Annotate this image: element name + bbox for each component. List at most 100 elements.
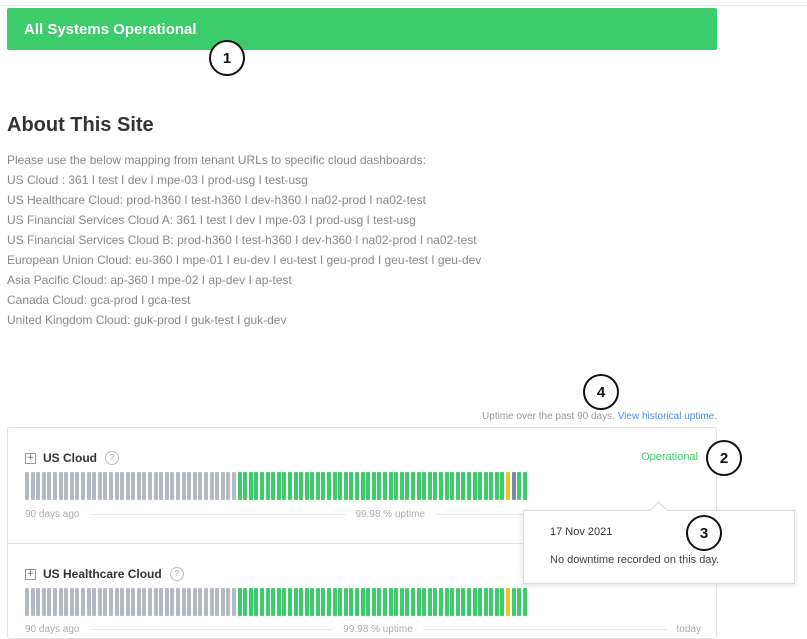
uptime-day-bar[interactable] — [237, 588, 242, 616]
uptime-day-bar[interactable] — [438, 588, 443, 616]
uptime-day-bar[interactable] — [494, 472, 499, 500]
uptime-day-bar[interactable] — [293, 472, 298, 500]
uptime-day-bar[interactable] — [343, 472, 348, 500]
uptime-day-bar[interactable] — [522, 588, 527, 616]
uptime-day-bar[interactable] — [265, 588, 270, 616]
uptime-day-bar[interactable] — [310, 588, 315, 616]
uptime-day-bar[interactable] — [204, 588, 208, 616]
uptime-day-bar[interactable] — [142, 472, 147, 500]
uptime-day-bar[interactable] — [220, 588, 225, 616]
uptime-day-bar[interactable] — [248, 472, 253, 500]
uptime-day-bar[interactable] — [506, 472, 511, 500]
uptime-day-bar[interactable] — [466, 588, 471, 616]
uptime-day-bar[interactable] — [120, 472, 125, 500]
uptime-day-bar[interactable] — [338, 472, 343, 500]
uptime-day-bar[interactable] — [265, 472, 270, 500]
uptime-day-bar[interactable] — [327, 588, 332, 616]
uptime-day-bar[interactable] — [215, 472, 220, 500]
uptime-day-bar[interactable] — [422, 588, 427, 616]
uptime-day-bar[interactable] — [187, 472, 192, 500]
uptime-day-bar[interactable] — [355, 472, 360, 500]
uptime-day-bar[interactable] — [444, 472, 449, 500]
uptime-day-bar[interactable] — [103, 472, 108, 500]
uptime-day-bar[interactable] — [125, 588, 130, 616]
uptime-day-bar[interactable] — [483, 472, 488, 500]
uptime-day-bar[interactable] — [164, 472, 169, 500]
uptime-day-bar[interactable] — [131, 588, 136, 616]
uptime-day-bar[interactable] — [450, 588, 455, 616]
uptime-day-bar[interactable] — [494, 588, 499, 616]
uptime-day-bar[interactable] — [276, 588, 281, 616]
uptime-day-bar[interactable] — [282, 472, 287, 500]
uptime-day-bar[interactable] — [377, 472, 382, 500]
uptime-day-bar[interactable] — [164, 588, 169, 616]
uptime-day-bar[interactable] — [243, 472, 248, 500]
uptime-day-bar[interactable] — [259, 472, 264, 500]
uptime-day-bar[interactable] — [170, 588, 175, 616]
uptime-day-bar[interactable] — [259, 588, 264, 616]
uptime-day-bar[interactable] — [220, 472, 225, 500]
uptime-day-bar[interactable] — [461, 588, 466, 616]
uptime-day-bar[interactable] — [254, 588, 259, 616]
uptime-day-bar[interactable] — [511, 472, 516, 500]
uptime-day-bar[interactable] — [321, 588, 326, 616]
uptime-day-bar[interactable] — [506, 588, 511, 616]
uptime-day-bar[interactable] — [181, 588, 186, 616]
uptime-day-bar[interactable] — [108, 588, 113, 616]
uptime-day-bar[interactable] — [276, 472, 281, 500]
uptime-day-bar[interactable] — [466, 472, 471, 500]
uptime-day-bar[interactable] — [69, 472, 74, 500]
uptime-day-bar[interactable] — [371, 472, 376, 500]
uptime-day-bar[interactable] — [332, 472, 337, 500]
expand-icon[interactable]: + — [25, 452, 36, 464]
uptime-day-bar[interactable] — [299, 472, 304, 500]
uptime-day-bar[interactable] — [388, 588, 393, 616]
uptime-day-bar[interactable] — [377, 588, 382, 616]
uptime-day-bar[interactable] — [450, 472, 455, 500]
uptime-day-bar[interactable] — [366, 472, 371, 500]
uptime-day-bar[interactable] — [86, 472, 91, 500]
uptime-day-bar[interactable] — [315, 588, 320, 616]
uptime-day-bar[interactable] — [293, 588, 298, 616]
uptime-day-bar[interactable] — [136, 472, 141, 500]
uptime-day-bar[interactable] — [97, 588, 102, 616]
uptime-day-bar[interactable] — [461, 472, 466, 500]
uptime-day-bar[interactable] — [75, 472, 80, 500]
uptime-day-bar[interactable] — [187, 588, 192, 616]
uptime-day-bar[interactable] — [517, 588, 522, 616]
uptime-day-bar[interactable] — [86, 588, 91, 616]
uptime-day-bar[interactable] — [52, 472, 57, 500]
uptime-day-bar[interactable] — [483, 588, 488, 616]
uptime-day-bar[interactable] — [427, 588, 432, 616]
uptime-day-bar[interactable] — [176, 588, 181, 616]
uptime-day-bar[interactable] — [159, 472, 164, 500]
expand-icon[interactable]: + — [25, 568, 36, 580]
uptime-day-bar[interactable] — [36, 472, 41, 500]
uptime-day-bar[interactable] — [47, 472, 52, 500]
uptime-day-bar[interactable] — [36, 588, 41, 616]
uptime-day-bar[interactable] — [371, 588, 376, 616]
uptime-day-bar[interactable] — [176, 472, 181, 500]
uptime-day-bar[interactable] — [433, 588, 438, 616]
uptime-day-bar[interactable] — [500, 472, 505, 500]
uptime-day-bar[interactable] — [405, 472, 410, 500]
uptime-day-bar[interactable] — [131, 472, 136, 500]
component-header-us-healthcare-cloud[interactable]: + US Healthcare Cloud ? — [25, 567, 184, 581]
uptime-day-bar[interactable] — [327, 472, 332, 500]
uptime-day-bar[interactable] — [41, 472, 46, 500]
uptime-day-bar[interactable] — [517, 472, 522, 500]
uptime-day-bar[interactable] — [271, 588, 276, 616]
uptime-day-bar[interactable] — [192, 588, 197, 616]
uptime-day-bar[interactable] — [30, 472, 35, 500]
uptime-day-bar[interactable] — [315, 472, 320, 500]
uptime-day-bar[interactable] — [92, 588, 97, 616]
uptime-day-bar[interactable] — [394, 472, 399, 500]
uptime-day-bar[interactable] — [422, 472, 427, 500]
uptime-day-bar[interactable] — [25, 472, 29, 500]
uptime-day-bar[interactable] — [209, 472, 214, 500]
uptime-day-bar[interactable] — [366, 588, 371, 616]
uptime-day-bar[interactable] — [304, 472, 309, 500]
uptime-day-bar[interactable] — [204, 472, 208, 500]
uptime-day-bar[interactable] — [226, 472, 231, 500]
uptime-day-bar[interactable] — [500, 588, 505, 616]
